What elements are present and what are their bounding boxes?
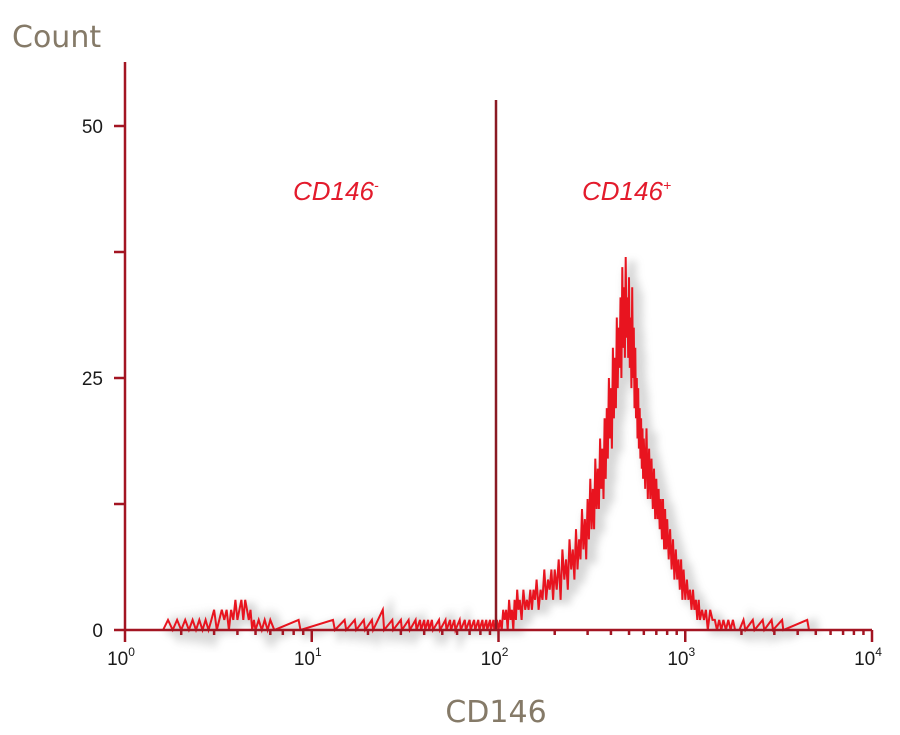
gate-label-negative-text: CD146 (293, 176, 374, 206)
histogram-series-line (162, 256, 810, 634)
gate-label-positive-sup: + (663, 177, 671, 193)
gate-label-positive: CD146+ (582, 176, 671, 206)
x-tick-label-base: 10 (294, 649, 315, 670)
x-tick-label-base: 10 (481, 649, 502, 670)
histogram-shadow (165, 260, 820, 652)
x-tick-label-exponent: 4 (875, 645, 882, 659)
x-tick-label-exponent: 3 (688, 645, 695, 659)
x-tick-label: 101 (294, 645, 322, 670)
x-tick-label-exponent: 2 (502, 645, 509, 659)
x-axis-title: CD146 (445, 695, 546, 730)
y-ticks: 0 25 50 (82, 117, 125, 642)
x-tick-label: 100 (107, 645, 135, 670)
x-tick-label-exponent: 0 (128, 645, 135, 659)
y-tick-label: 50 (82, 117, 103, 138)
x-tick-label: 102 (481, 645, 509, 670)
gate-label-negative-sup: - (374, 177, 379, 193)
x-tick-label: 103 (667, 645, 695, 670)
gate-label-positive-text: CD146 (582, 176, 663, 206)
x-tick-label-exponent: 1 (315, 645, 322, 659)
x-tick-label-base: 10 (667, 649, 688, 670)
x-tick-label-base: 10 (107, 649, 128, 670)
y-tick-label: 0 (92, 621, 103, 642)
x-ticks: 100 101 102 103 104 (107, 630, 882, 670)
histogram-layer (162, 256, 820, 652)
y-axis-title: Count (12, 20, 101, 55)
x-tick-label-base: 10 (854, 649, 875, 670)
x-tick-label: 104 (854, 645, 882, 670)
gate-label-negative: CD146- (293, 176, 379, 206)
y-tick-label: 25 (82, 369, 103, 390)
